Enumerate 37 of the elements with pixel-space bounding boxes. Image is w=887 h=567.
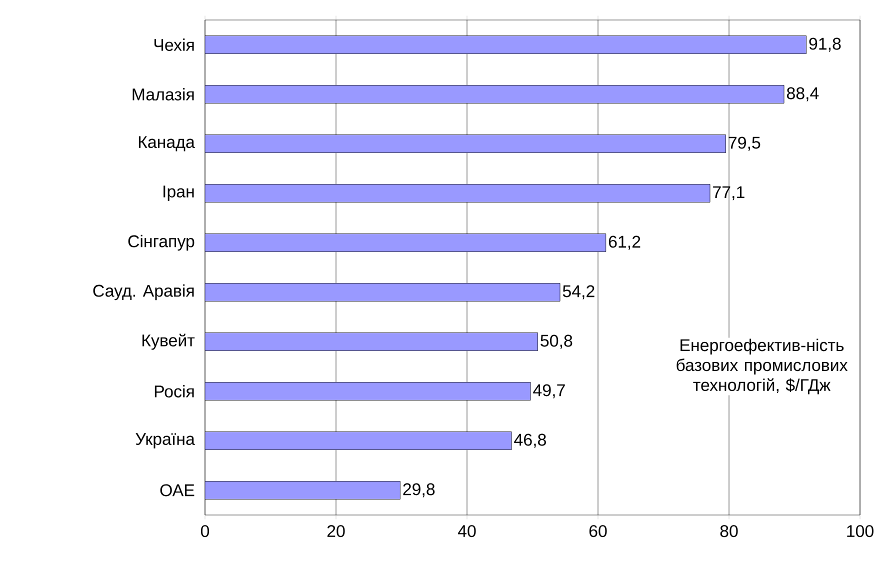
data-label: 29,8 [403,483,435,498]
x-tick-label: 40 [458,525,476,538]
data-label: 61,2 [608,236,640,250]
x-tick-label: 80 [720,525,738,538]
bar [205,283,560,302]
y-tick-label: Іран [164,186,194,201]
bar [205,234,606,252]
bar [205,481,400,500]
data-label: 91,8 [809,38,841,52]
y-tick-label: Чехія [154,38,194,51]
x-tick-label: 60 [589,525,607,538]
y-tick-label: Сінгапур [128,234,194,251]
data-label: 54,2 [562,285,594,300]
y-tick-label: Малазія [132,88,194,100]
data-label: 50,8 [540,334,572,349]
x-tick-label: 20 [327,525,345,538]
y-tick-label: Україна [136,433,195,448]
y-tick-label: ОАЕ [160,484,194,496]
bar [205,36,806,54]
bar [205,85,784,104]
bar [205,134,726,153]
data-label: 77,1 [713,186,744,200]
y-tick-label: Росія [154,385,194,398]
y-tick-label: Сауд. Аравія [93,284,194,300]
x-tick-label: 0 [200,525,210,538]
bar [205,432,512,450]
data-label: 79,5 [728,136,760,151]
data-label: 88,4 [786,87,819,102]
data-label: 49,7 [533,384,565,398]
annotation: Енергоефектив-ність базових промислових технологій, $/ГДж [676,338,848,394]
y-tick-label: Канада [138,136,195,152]
bar [205,332,538,351]
y-tick-label: Кувейт [142,334,195,350]
bar [205,184,710,202]
x-tick-label: 100 [847,525,874,538]
bar [205,382,531,400]
data-label: 46,8 [514,434,546,448]
